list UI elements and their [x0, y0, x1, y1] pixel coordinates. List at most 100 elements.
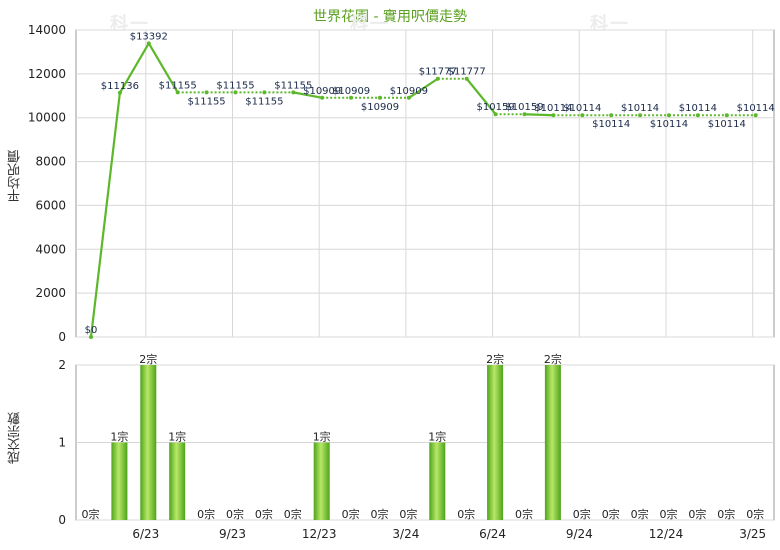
- data-label: $10114: [650, 119, 688, 130]
- x-tick-label: 12/24: [649, 527, 684, 541]
- bar-label: 2宗: [139, 352, 157, 366]
- data-label: $10159: [505, 102, 543, 113]
- x-tick-label: 6/24: [479, 527, 506, 541]
- y-tick-label: 8000: [35, 155, 66, 169]
- x-tick-label: 9/24: [566, 527, 593, 541]
- bar: [487, 365, 504, 520]
- bar-label: 0宗: [82, 507, 100, 521]
- data-label: $10114: [708, 119, 746, 130]
- bar: [544, 365, 561, 520]
- y-tick-label: 6000: [35, 198, 66, 212]
- data-point: [233, 90, 238, 95]
- bar-label: 0宗: [631, 507, 649, 521]
- x-tick-label: 9/23: [219, 527, 246, 541]
- data-label: $11777: [419, 67, 457, 78]
- plot-frame: [75, 29, 775, 338]
- data-label: $10159: [477, 102, 515, 113]
- data-label: $10114: [679, 103, 717, 114]
- y-tick-label: 0: [58, 513, 66, 527]
- data-point: [695, 113, 700, 118]
- data-point: [580, 113, 585, 118]
- bar-label: 2宗: [486, 352, 504, 366]
- bar-label: 2宗: [544, 352, 562, 366]
- series-line: [408, 77, 439, 99]
- series-line: [293, 91, 323, 99]
- data-point: [724, 113, 729, 118]
- data-point: [464, 76, 469, 81]
- bar-label: 0宗: [197, 507, 215, 521]
- x-tick-label: 12/23: [302, 527, 337, 541]
- data-point: [551, 113, 556, 118]
- bar: [429, 442, 446, 520]
- data-point: [378, 95, 382, 100]
- x-tick-label: 6/23: [132, 527, 159, 541]
- data-label: $13392: [130, 31, 168, 42]
- bar-label: 0宗: [717, 507, 735, 521]
- data-label: $10909: [332, 86, 370, 97]
- bar-label: 0宗: [399, 507, 417, 521]
- bar: [111, 442, 128, 520]
- y-tick-label: 12000: [28, 67, 66, 81]
- y-tick-label: 2: [58, 358, 66, 372]
- data-point: [175, 90, 180, 95]
- bar-label: 0宗: [602, 507, 620, 521]
- bar-label: 0宗: [515, 507, 533, 521]
- bar-label: 0宗: [284, 507, 302, 521]
- data-point: [609, 113, 614, 118]
- data-label: $11155: [188, 96, 226, 107]
- bar-label: 1宗: [428, 430, 446, 444]
- series-line: [524, 113, 554, 117]
- bar-label: 0宗: [255, 507, 273, 521]
- data-point: [522, 112, 527, 117]
- data-point: [291, 90, 296, 95]
- series-line: [465, 78, 497, 115]
- data-label: $10114: [592, 119, 630, 130]
- data-label: $10909: [390, 86, 428, 97]
- bar-label: 0宗: [746, 507, 764, 521]
- data-label: $10114: [621, 103, 659, 114]
- bar-label: 1宗: [313, 430, 331, 444]
- bar-label: 0宗: [371, 507, 389, 521]
- data-label: $10909: [361, 102, 399, 113]
- data-point: [204, 90, 209, 95]
- data-point: [753, 113, 758, 118]
- y-tick-label: 0: [58, 330, 66, 344]
- data-label: $0: [85, 325, 98, 336]
- data-point: [435, 76, 440, 81]
- bar-label: 0宗: [226, 507, 244, 521]
- data-label: $11155: [245, 96, 283, 107]
- data-label: $10909: [303, 86, 341, 97]
- bar: [313, 442, 330, 520]
- data-label: $11155: [216, 80, 254, 91]
- data-label: $11155: [159, 80, 197, 91]
- y-tick-label: 14000: [28, 23, 66, 37]
- data-label: $11155: [274, 80, 312, 91]
- bar-label: 1宗: [168, 430, 186, 444]
- data-point: [349, 95, 354, 100]
- data-point: [262, 90, 267, 95]
- data-point: [493, 112, 498, 117]
- series-line: [118, 42, 150, 94]
- y-tick-label: 4000: [35, 242, 66, 256]
- bar: [140, 365, 157, 520]
- y-tick-label: 1: [58, 436, 66, 450]
- data-label: $11136: [101, 81, 139, 92]
- data-point: [117, 90, 122, 95]
- data-point: [320, 95, 325, 100]
- x-tick-label: 3/25: [739, 527, 766, 541]
- chart-title: 世界花園 - 實用呎價走勢: [313, 9, 467, 25]
- data-point: [406, 95, 411, 100]
- data-point: [638, 113, 643, 118]
- data-label: $10114: [534, 103, 572, 114]
- data-point: [89, 335, 93, 339]
- bar-label: 0宗: [457, 507, 475, 521]
- data-label: $10114: [563, 103, 601, 114]
- y-tick-label: 2000: [35, 286, 66, 300]
- bar-label: 0宗: [660, 507, 678, 521]
- data-point: [146, 41, 151, 46]
- bar: [169, 442, 186, 520]
- data-label: $11777: [448, 67, 486, 78]
- series-line: [89, 92, 121, 338]
- bar-label: 0宗: [573, 507, 591, 521]
